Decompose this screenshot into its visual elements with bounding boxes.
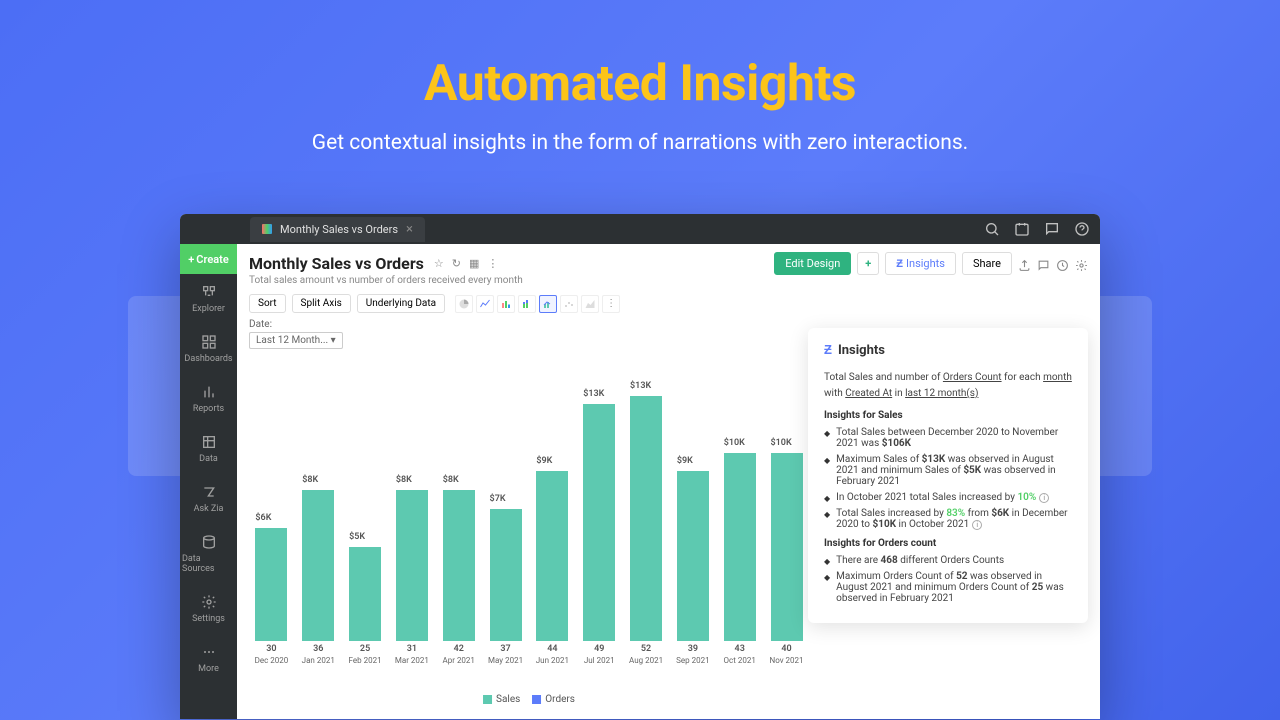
header-actions: Edit Design + ƵInsights Share: [774, 252, 1088, 275]
calendar-icon[interactable]: [1014, 221, 1030, 237]
date-select[interactable]: Last 12 Month... ▾: [249, 332, 343, 349]
help-icon[interactable]: [1074, 221, 1090, 237]
main-area: +Create Explorer Dashboards Reports Data…: [180, 244, 1100, 719]
combo-chart-icon[interactable]: [539, 295, 557, 313]
scatter-icon[interactable]: [560, 295, 578, 313]
insights-panel: Ƶ Insights Total Sales and number of Ord…: [808, 328, 1088, 623]
insights-section-sales: Insights for Sales: [824, 410, 1072, 421]
bar-group: $9K44Jun 2021: [530, 471, 575, 665]
insight-bullet: ◆There are 468 different Orders Counts: [824, 555, 1072, 566]
insights-intro: Total Sales and number of Orders Count f…: [824, 370, 1072, 402]
line-chart-icon[interactable]: [476, 295, 494, 313]
bar[interactable]: $8K: [443, 490, 475, 641]
bar[interactable]: $13K: [583, 404, 615, 641]
bar-group: $13K52Aug 2021: [624, 396, 669, 665]
clock-icon[interactable]: [1056, 257, 1069, 270]
insights-header: Ƶ Insights: [824, 342, 1072, 358]
bar-group: $8K42Apr 2021: [436, 490, 481, 665]
bar[interactable]: $10K: [771, 453, 803, 641]
underlying-data-button[interactable]: Underlying Data: [357, 294, 445, 313]
insight-bullet: ◆Total Sales between December 2020 to No…: [824, 427, 1072, 449]
top-actions: [984, 221, 1090, 237]
export-icon[interactable]: [1018, 257, 1031, 270]
legend-sales: Sales: [483, 694, 520, 705]
bar[interactable]: $8K: [302, 490, 334, 641]
insight-bullet: ◆In October 2021 total Sales increased b…: [824, 492, 1072, 503]
header-row: Monthly Sales vs Orders ☆ ↻ ▦ ⋮ Edit Des…: [237, 244, 1100, 275]
insights-button[interactable]: ƵInsights: [885, 252, 956, 275]
bar-chart: $6K30Dec 2020$8K36Jan 2021$5K25Feb 2021$…: [249, 359, 809, 707]
stacked-bar-icon[interactable]: [518, 295, 536, 313]
search-icon[interactable]: [984, 221, 1000, 237]
gear-icon[interactable]: [1075, 257, 1088, 270]
page-title: Monthly Sales vs Orders: [249, 254, 424, 273]
app-window: Monthly Sales vs Orders × +Create Explor…: [180, 214, 1100, 719]
add-button[interactable]: +: [857, 252, 879, 275]
bar[interactable]: $9K: [536, 471, 568, 641]
layout-icon[interactable]: ▦: [469, 257, 479, 270]
bar-group: $6K30Dec 2020: [249, 528, 294, 665]
pie-chart-icon[interactable]: [455, 295, 473, 313]
hero-subtitle: Get contextual insights in the form of n…: [0, 131, 1280, 155]
sidebar-item-more[interactable]: More: [180, 634, 237, 684]
bar[interactable]: $8K: [396, 490, 428, 641]
sidebar-item-explorer[interactable]: Explorer: [180, 274, 237, 324]
hero-title: Automated Insights: [0, 55, 1280, 113]
insight-bullet: ◆Total Sales increased by 83% from $6K i…: [824, 508, 1072, 530]
content-area: Monthly Sales vs Orders ☆ ↻ ▦ ⋮ Edit Des…: [237, 244, 1100, 719]
split-axis-button[interactable]: Split Axis: [292, 294, 351, 313]
tab-label: Monthly Sales vs Orders: [280, 223, 398, 236]
toolbar: Sort Split Axis Underlying Data ⋮: [237, 290, 1100, 317]
insight-bullet: ◆Maximum Orders Count of 52 was observed…: [824, 571, 1072, 604]
comment-icon[interactable]: [1044, 221, 1060, 237]
page-subtitle: Total sales amount vs number of orders r…: [237, 275, 1100, 290]
info-icon[interactable]: i: [1039, 493, 1049, 503]
insight-bullet: ◆Maximum Sales of $13K was observed in A…: [824, 454, 1072, 487]
top-bar: Monthly Sales vs Orders ×: [180, 214, 1100, 244]
bar-group: $8K36Jan 2021: [296, 490, 341, 665]
bar[interactable]: $5K: [349, 547, 381, 641]
more-charts-icon[interactable]: ⋮: [602, 295, 620, 313]
bar-group: $10K43Oct 2021: [717, 453, 762, 665]
sidebar-item-data[interactable]: Data: [180, 424, 237, 474]
star-icon[interactable]: ☆: [434, 257, 444, 270]
chart-icon: [262, 224, 272, 234]
create-button[interactable]: +Create: [180, 244, 237, 274]
zia-icon: Ƶ: [824, 342, 832, 358]
refresh-icon[interactable]: ↻: [452, 257, 461, 270]
share-button[interactable]: Share: [962, 252, 1012, 275]
more-icon[interactable]: ⋮: [487, 257, 498, 270]
sidebar-item-ask-zia[interactable]: Ask Zia: [180, 474, 237, 524]
info-icon[interactable]: i: [972, 520, 982, 530]
insights-section-orders: Insights for Orders count: [824, 538, 1072, 549]
close-icon[interactable]: ×: [406, 222, 413, 237]
bar-group: $5K25Feb 2021: [343, 547, 388, 665]
sidebar-item-reports[interactable]: Reports: [180, 374, 237, 424]
sidebar-item-data-sources[interactable]: Data Sources: [180, 524, 237, 584]
title-icons: ☆ ↻ ▦ ⋮: [434, 257, 499, 270]
comment-icon[interactable]: [1037, 257, 1050, 270]
sort-button[interactable]: Sort: [249, 294, 286, 313]
bar-chart-icon[interactable]: [497, 295, 515, 313]
edit-design-button[interactable]: Edit Design: [774, 252, 851, 275]
bar[interactable]: $13K: [630, 396, 662, 641]
sidebar: +Create Explorer Dashboards Reports Data…: [180, 244, 237, 719]
legend: Sales Orders: [483, 694, 575, 705]
bar-group: $10K40Nov 2021: [764, 453, 809, 665]
bar[interactable]: $9K: [677, 471, 709, 641]
bar-group: $9K39Sep 2021: [670, 471, 715, 665]
sidebar-item-settings[interactable]: Settings: [180, 584, 237, 634]
bar-group: $7K37May 2021: [483, 509, 528, 665]
tab-monthly-sales[interactable]: Monthly Sales vs Orders ×: [250, 217, 425, 242]
bar-group: $8K31Mar 2021: [389, 490, 434, 665]
bar[interactable]: $6K: [255, 528, 287, 641]
bar[interactable]: $7K: [490, 509, 522, 641]
chart-type-selector: ⋮: [455, 295, 620, 313]
legend-orders: Orders: [532, 694, 575, 705]
bar[interactable]: $10K: [724, 453, 756, 641]
bar-group: $13K49Jul 2021: [577, 404, 622, 665]
hero-section: Automated Insights Get contextual insigh…: [0, 0, 1280, 155]
sidebar-item-dashboards[interactable]: Dashboards: [180, 324, 237, 374]
area-chart-icon[interactable]: [581, 295, 599, 313]
